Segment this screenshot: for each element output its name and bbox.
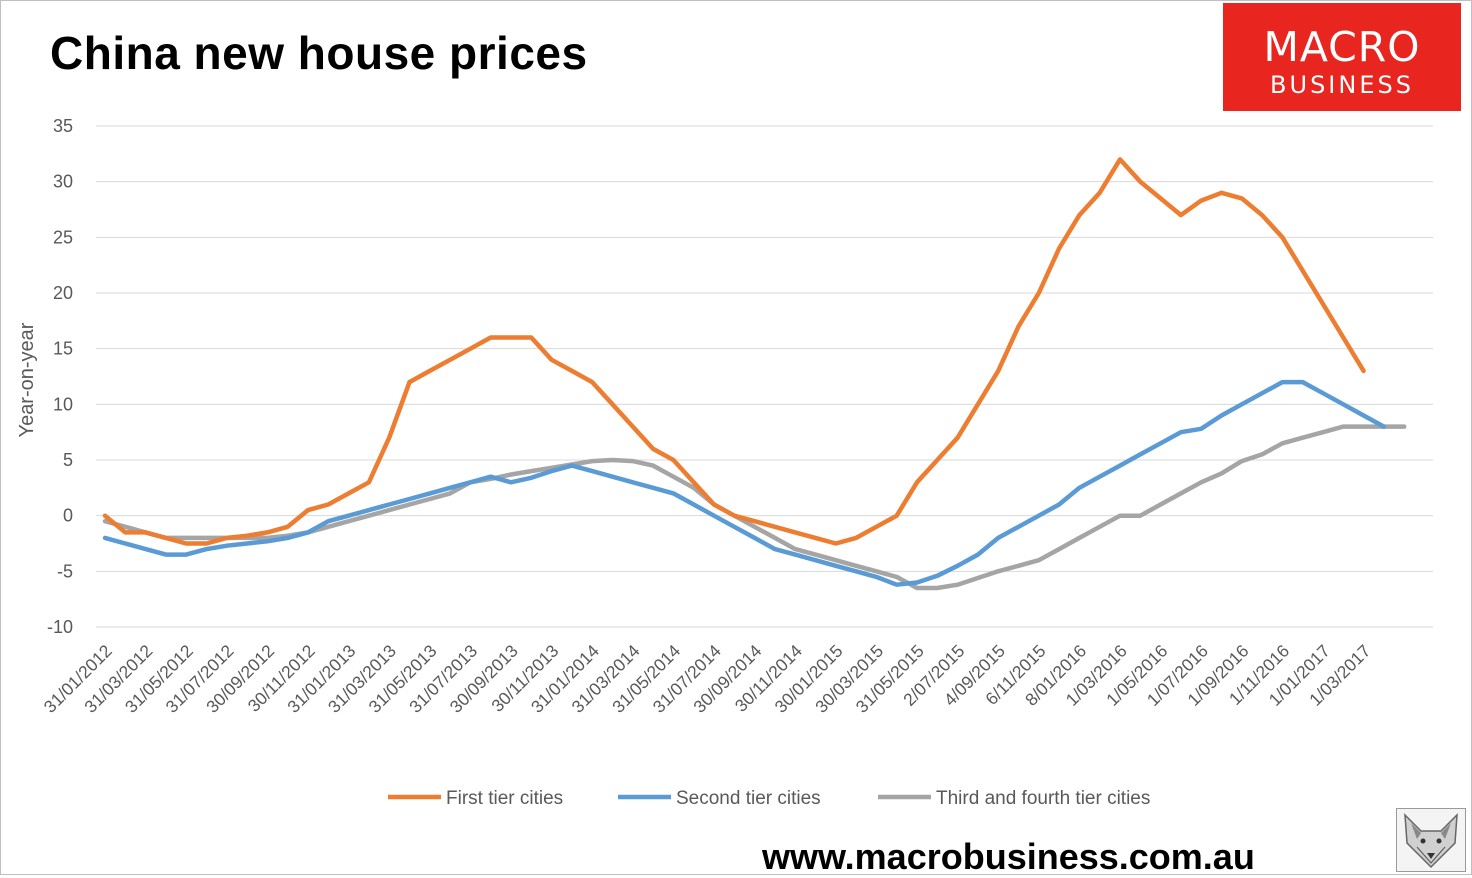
legend: First tier cities Second tier cities Third… xyxy=(388,788,1150,809)
y-axis-title: Year-on-year xyxy=(16,322,38,437)
series-line-third-and-fourth-tier-cities xyxy=(102,424,1407,591)
y-tick-label: 5 xyxy=(63,450,73,470)
logo-line-2: BUSINESS xyxy=(1270,71,1414,99)
macrobusiness-logo: MACRO BUSINESS xyxy=(1223,3,1461,111)
legend-label: Third and fourth tier cities xyxy=(936,788,1150,809)
y-axis-ticks: 35 30 25 20 15 10 5 0 -5 -10 xyxy=(47,116,73,637)
legend-label: First tier cities xyxy=(446,788,563,809)
gridlines xyxy=(96,125,1433,628)
y-tick-label: -10 xyxy=(47,617,73,637)
y-tick-label: 0 xyxy=(63,506,73,526)
website-url: www.macrobusiness.com.au xyxy=(762,836,1255,877)
legend-label: Second tier cities xyxy=(676,788,821,809)
y-tick-label: 10 xyxy=(53,394,73,414)
series-line-first-tier-cities xyxy=(102,157,1366,546)
y-tick-label: 35 xyxy=(53,116,73,136)
x-axis-ticks: 31/01/201231/03/201231/05/201231/07/2012… xyxy=(40,641,1375,717)
y-tick-label: 20 xyxy=(53,283,73,303)
chart-title: China new house prices xyxy=(50,27,588,79)
fox-icon xyxy=(1404,813,1458,869)
fox-logo-image xyxy=(1396,808,1466,872)
y-tick-label: 25 xyxy=(53,227,73,247)
series-lines xyxy=(102,157,1407,591)
y-tick-label: -5 xyxy=(57,561,73,581)
series-line-second-tier-cities xyxy=(102,379,1387,587)
y-tick-label: 15 xyxy=(53,339,73,359)
logo-line-1: MACRO xyxy=(1263,23,1421,71)
y-tick-label: 30 xyxy=(53,172,73,192)
